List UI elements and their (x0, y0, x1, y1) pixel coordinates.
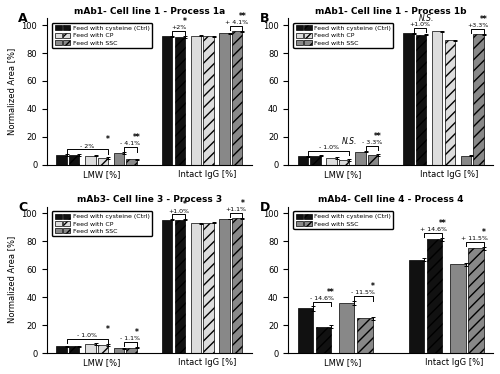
Title: mAb3- Cell line 3 - Process 3: mAb3- Cell line 3 - Process 3 (77, 195, 222, 204)
Bar (190, 223, 201, 353)
Bar (203, 223, 213, 353)
Text: *: * (106, 325, 110, 334)
Text: **: ** (133, 133, 140, 142)
Bar (126, 159, 137, 165)
Bar (450, 264, 466, 353)
Text: **: ** (480, 15, 488, 24)
Text: +1.0%: +1.0% (410, 22, 430, 27)
Bar (69, 346, 80, 353)
Text: + 4.1%: + 4.1% (224, 20, 248, 25)
Bar (409, 260, 424, 353)
Text: D: D (260, 200, 270, 214)
Bar (326, 158, 337, 165)
Text: B: B (260, 12, 269, 25)
Text: + 11.5%: + 11.5% (461, 236, 488, 241)
Bar (98, 345, 108, 353)
Text: - 4.1%: - 4.1% (120, 141, 141, 147)
Bar (432, 31, 442, 165)
Bar (355, 151, 366, 165)
Legend: Feed with cysteine (Ctrl), Feed with CP, Feed with SSC: Feed with cysteine (Ctrl), Feed with CP,… (52, 23, 152, 48)
Bar (56, 346, 67, 353)
Bar (98, 158, 108, 165)
Text: *: * (183, 200, 187, 209)
Bar (190, 36, 201, 165)
Text: +2%: +2% (171, 25, 186, 30)
Text: - 1.0%: - 1.0% (319, 145, 339, 150)
Bar (56, 155, 67, 165)
Bar (427, 239, 442, 353)
Bar (220, 34, 230, 165)
Text: *: * (106, 135, 110, 144)
Bar (460, 156, 471, 165)
Title: mAb1- Cell line 1 - Process 1a: mAb1- Cell line 1 - Process 1a (74, 7, 225, 16)
Bar (114, 348, 124, 353)
Text: +3.3%: +3.3% (467, 23, 488, 28)
Bar (69, 155, 80, 165)
Bar (162, 220, 172, 353)
Title: mAb4- Cell line 4 - Process 4: mAb4- Cell line 4 - Process 4 (318, 195, 464, 204)
Bar (85, 156, 96, 165)
Bar (232, 31, 242, 165)
Bar (468, 248, 483, 353)
Bar (444, 40, 455, 165)
Bar (357, 318, 372, 353)
Bar (339, 160, 349, 165)
Bar (232, 218, 242, 353)
Bar (162, 36, 172, 165)
Text: - 1.0%: - 1.0% (78, 333, 98, 338)
Bar (339, 303, 354, 353)
Bar (203, 36, 213, 165)
Text: N.S.: N.S. (342, 137, 357, 146)
Text: - 1.1%: - 1.1% (120, 336, 141, 341)
Bar (174, 37, 185, 165)
Y-axis label: Normalized Area [%]: Normalized Area [%] (7, 236, 16, 324)
Y-axis label: Normalized Area [%]: Normalized Area [%] (7, 48, 16, 135)
Text: **: ** (238, 12, 246, 21)
Bar (220, 219, 230, 353)
Bar (85, 344, 96, 353)
Text: *: * (240, 199, 244, 208)
Text: *: * (482, 228, 486, 237)
Legend: Feed with cysteine (Ctrl), Feed with CP, Feed with SSC: Feed with cysteine (Ctrl), Feed with CP,… (52, 211, 152, 236)
Bar (368, 155, 378, 165)
Legend: Feed with cysteine (Ctrl), Feed with CP, Feed with SSC: Feed with cysteine (Ctrl), Feed with CP,… (294, 23, 394, 48)
Text: *: * (135, 328, 138, 337)
Text: +1.1%: +1.1% (226, 207, 246, 212)
Text: A: A (18, 12, 28, 25)
Text: - 14.6%: - 14.6% (310, 296, 334, 301)
Text: + 14.6%: + 14.6% (420, 227, 446, 232)
Bar (404, 34, 414, 165)
Bar (473, 34, 484, 165)
Bar (416, 35, 426, 165)
Text: - 3.3%: - 3.3% (362, 140, 382, 145)
Text: - 11.5%: - 11.5% (352, 291, 376, 295)
Text: N.S.: N.S. (418, 14, 434, 23)
Bar (310, 156, 321, 165)
Text: **: ** (374, 132, 382, 141)
Bar (114, 153, 124, 165)
Text: *: * (183, 17, 187, 26)
Bar (174, 220, 185, 353)
Text: **: ** (327, 288, 335, 297)
Text: - 2%: - 2% (80, 144, 94, 148)
Bar (126, 347, 137, 353)
Bar (298, 309, 313, 353)
Bar (298, 156, 308, 165)
Text: **: ** (438, 219, 446, 228)
Legend: Feed with cysteine (Ctrl), Feed with SSC: Feed with cysteine (Ctrl), Feed with SSC (294, 211, 394, 229)
Text: +1.0%: +1.0% (168, 209, 190, 214)
Text: *: * (370, 282, 374, 291)
Bar (316, 327, 331, 353)
Text: C: C (18, 200, 28, 214)
Title: mAb1- Cell line 1 - Process 1b: mAb1- Cell line 1 - Process 1b (315, 7, 466, 16)
